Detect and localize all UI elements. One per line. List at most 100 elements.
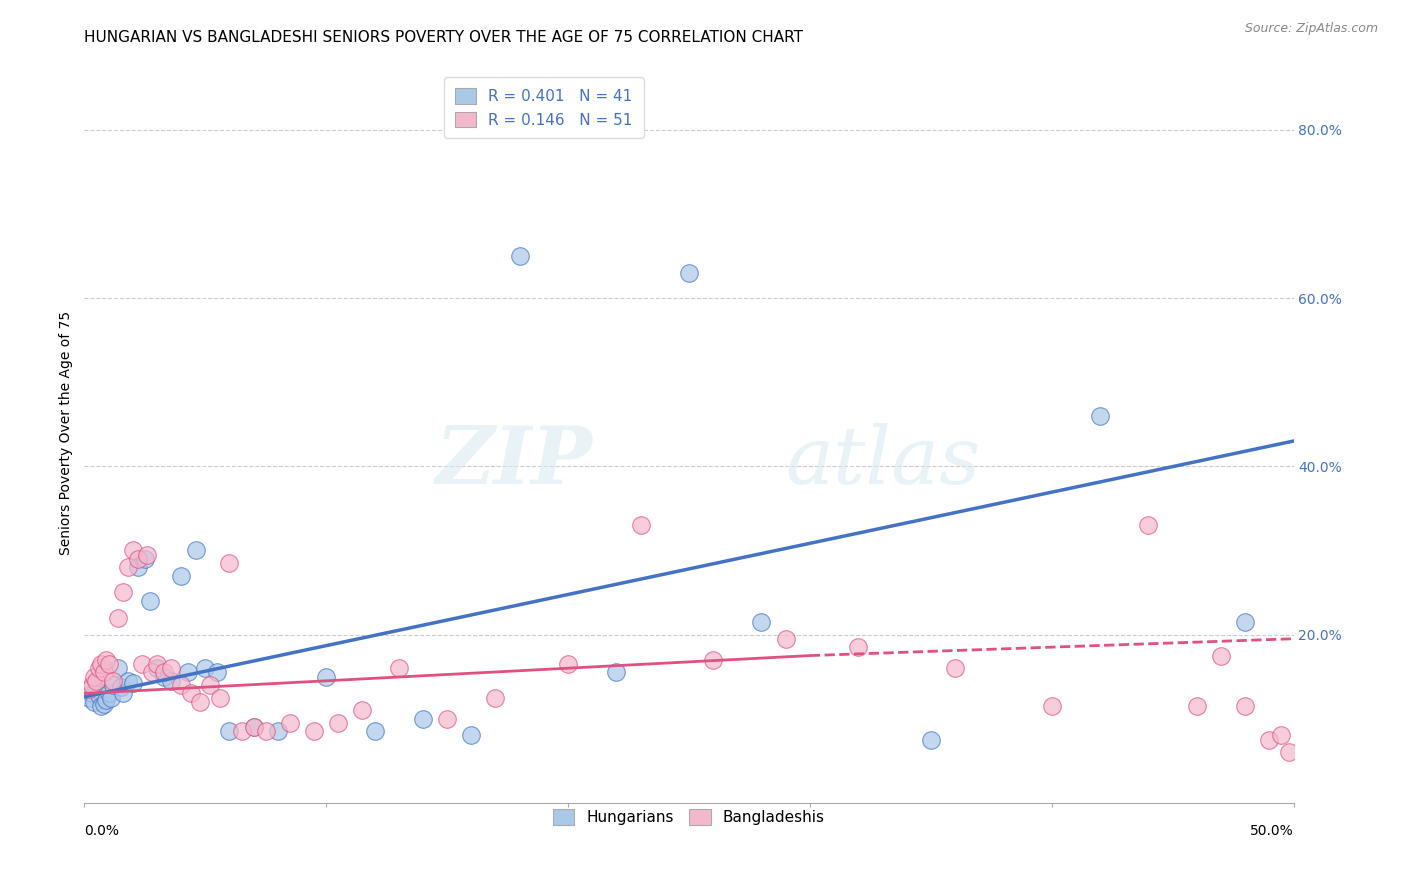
Point: [127, 560, 149, 574]
Point: [110, 680, 132, 694]
Point: [103, 678, 125, 692]
Point: [177, 665, 200, 680]
Point: [1209, 648, 1232, 663]
Point: [90, 657, 112, 671]
Point: [920, 732, 942, 747]
Point: [846, 640, 869, 655]
Point: [160, 673, 183, 688]
Point: [1258, 732, 1281, 747]
Point: [242, 720, 264, 734]
Point: [103, 673, 125, 688]
Point: [1040, 699, 1063, 714]
Point: [77, 690, 100, 705]
Point: [184, 543, 207, 558]
Point: [83, 670, 105, 684]
Point: [352, 703, 374, 717]
Point: [93, 697, 115, 711]
Point: [83, 695, 105, 709]
Point: [1234, 615, 1257, 629]
Point: [170, 678, 193, 692]
Point: [117, 673, 139, 688]
Y-axis label: Seniors Poverty Over the Age of 75: Seniors Poverty Over the Age of 75: [59, 310, 73, 555]
Point: [630, 518, 652, 533]
Text: Source: ZipAtlas.com: Source: ZipAtlas.com: [1244, 22, 1378, 36]
Point: [121, 676, 143, 690]
Point: [194, 661, 217, 675]
Point: [170, 568, 193, 582]
Point: [1234, 699, 1257, 714]
Point: [138, 594, 160, 608]
Text: 50.0%: 50.0%: [1250, 824, 1294, 838]
Point: [136, 548, 159, 562]
Point: [146, 661, 169, 675]
Point: [87, 688, 110, 702]
Point: [751, 615, 773, 629]
Point: [254, 724, 277, 739]
Point: [153, 670, 176, 684]
Point: [134, 551, 156, 566]
Point: [412, 712, 434, 726]
Point: [388, 661, 411, 675]
Text: ZIP: ZIP: [436, 424, 592, 501]
Point: [97, 686, 120, 700]
Point: [90, 699, 112, 714]
Point: [267, 724, 290, 739]
Point: [112, 686, 135, 700]
Point: [146, 657, 169, 671]
Text: 0.0%: 0.0%: [84, 824, 120, 838]
Point: [207, 665, 229, 680]
Point: [218, 556, 240, 570]
Point: [242, 720, 264, 734]
Point: [117, 560, 139, 574]
Point: [363, 724, 385, 739]
Text: HUNGARIAN VS BANGLADESHI SENIORS POVERTY OVER THE AGE OF 75 CORRELATION CHART: HUNGARIAN VS BANGLADESHI SENIORS POVERTY…: [84, 29, 803, 45]
Point: [208, 690, 231, 705]
Point: [775, 632, 797, 646]
Point: [1278, 745, 1301, 759]
Point: [557, 657, 579, 671]
Point: [328, 715, 350, 730]
Point: [94, 693, 117, 707]
Point: [1185, 699, 1208, 714]
Point: [80, 686, 103, 700]
Point: [278, 715, 301, 730]
Point: [77, 682, 100, 697]
Point: [180, 686, 202, 700]
Point: [93, 665, 115, 680]
Point: [1270, 729, 1292, 743]
Point: [702, 653, 724, 667]
Point: [943, 661, 966, 675]
Point: [86, 673, 108, 688]
Point: [127, 551, 149, 566]
Point: [190, 695, 212, 709]
Point: [86, 682, 108, 697]
Point: [231, 724, 253, 739]
Point: [509, 249, 531, 263]
Point: [160, 661, 183, 675]
Point: [107, 610, 129, 624]
Point: [484, 690, 506, 705]
Point: [218, 724, 240, 739]
Point: [107, 661, 129, 675]
Point: [436, 712, 458, 726]
Point: [1088, 409, 1111, 423]
Point: [141, 665, 163, 680]
Point: [94, 653, 117, 667]
Text: atlas: atlas: [786, 424, 981, 501]
Point: [100, 690, 122, 705]
Point: [302, 724, 325, 739]
Legend: Hungarians, Bangladeshis: Hungarians, Bangladeshis: [543, 798, 835, 836]
Point: [315, 670, 337, 684]
Point: [678, 266, 700, 280]
Point: [153, 665, 176, 680]
Point: [198, 678, 221, 692]
Point: [97, 657, 120, 671]
Point: [121, 543, 143, 558]
Point: [87, 661, 110, 675]
Point: [112, 585, 135, 599]
Point: [80, 678, 103, 692]
Point: [131, 657, 153, 671]
Point: [605, 665, 627, 680]
Point: [460, 729, 482, 743]
Point: [1137, 518, 1160, 533]
